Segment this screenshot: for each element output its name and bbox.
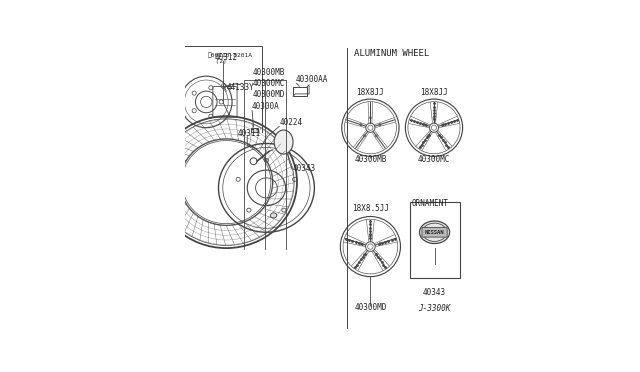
Text: 44133Y: 44133Y (227, 83, 254, 93)
Text: 40343: 40343 (292, 164, 316, 173)
Text: J-3300K: J-3300K (419, 304, 451, 313)
Text: ALUMINUM WHEEL: ALUMINUM WHEEL (354, 49, 429, 58)
Text: 40300MB: 40300MB (354, 154, 387, 164)
Text: 40300A: 40300A (252, 102, 279, 111)
Text: 40300MB
40300MC
40300MD: 40300MB 40300MC 40300MD (253, 68, 285, 99)
Bar (252, 128, 257, 132)
Text: 40343: 40343 (423, 288, 446, 297)
Text: 40300AA: 40300AA (296, 75, 328, 84)
Text: 40312: 40312 (215, 54, 238, 62)
Ellipse shape (274, 130, 293, 154)
Text: 18X8JJ: 18X8JJ (420, 88, 448, 97)
Bar (410, 202, 460, 278)
FancyBboxPatch shape (422, 227, 447, 237)
Ellipse shape (419, 221, 449, 244)
Text: 40311: 40311 (238, 129, 261, 138)
Text: 18X8.5JJ: 18X8.5JJ (352, 204, 389, 213)
Text: ORNAMENT: ORNAMENT (412, 199, 449, 208)
Text: 18X8JJ: 18X8JJ (356, 88, 384, 97)
Ellipse shape (271, 213, 276, 218)
Text: 40300MC: 40300MC (418, 154, 450, 164)
Text: ⒲06I10-8201A
  (2): ⒲06I10-8201A (2) (208, 53, 253, 64)
Text: 40300MD: 40300MD (354, 302, 387, 312)
Text: NISSAN: NISSAN (425, 230, 444, 235)
Text: 40224: 40224 (279, 118, 303, 127)
Bar (293, 87, 307, 96)
